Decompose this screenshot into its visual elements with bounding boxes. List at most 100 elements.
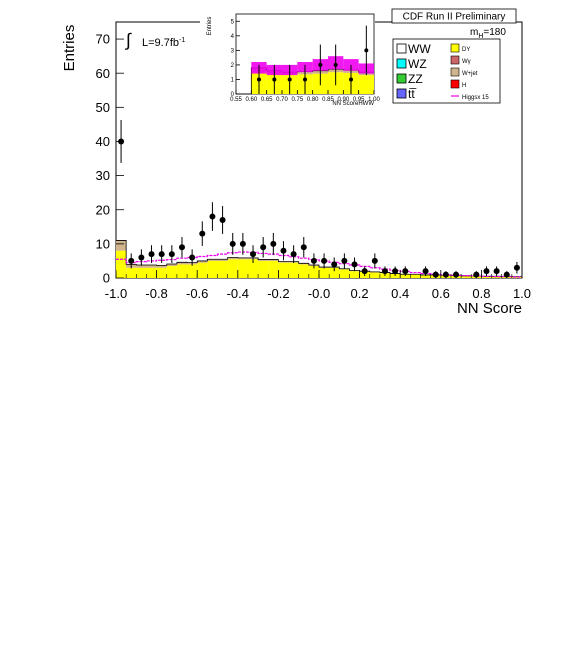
- title-box-frame: [391, 8, 517, 24]
- legend-label: Higgsx 15: [462, 95, 489, 101]
- stack-bar: [166, 266, 177, 278]
- mass-annotation: mH=180: [470, 27, 506, 40]
- data-point: [503, 271, 510, 278]
- stack-bar: [400, 274, 411, 278]
- inset-y-axis-label: Entries: [207, 17, 213, 36]
- y-tick-label: 20: [96, 202, 110, 217]
- legend-swatch: [450, 43, 460, 53]
- stack-bar: [227, 259, 238, 278]
- data-point: [318, 62, 323, 67]
- data-point: [270, 240, 277, 247]
- stack-bar: [247, 259, 259, 278]
- stack-bar: [146, 267, 157, 278]
- legend-label: Wγ: [462, 59, 471, 65]
- stack-bar: [156, 267, 167, 278]
- stack-bar: [126, 267, 137, 278]
- y-tick-label: 4: [231, 34, 235, 40]
- legend-swatch: [450, 55, 460, 65]
- data-point: [422, 268, 429, 275]
- y-tick-label: 2: [231, 63, 235, 69]
- data-point: [250, 251, 257, 258]
- x-tick-label: 0.85: [322, 97, 334, 103]
- x-tick-label: 0.60: [245, 97, 257, 103]
- legend-label: ZZ: [408, 72, 423, 86]
- inset-data-points: [257, 25, 369, 94]
- x-tick-label: 0.4: [391, 286, 409, 301]
- stack-bar: [176, 264, 188, 278]
- data-point: [280, 247, 287, 254]
- stack-bar: [136, 265, 147, 268]
- data-point: [199, 230, 206, 237]
- data-point: [300, 244, 307, 251]
- integral-symbol: ∫: [124, 30, 132, 50]
- stack-bar: [319, 267, 330, 278]
- data-point: [158, 251, 165, 258]
- stack-bar: [227, 257, 238, 260]
- stack-bar: [156, 265, 167, 268]
- x-tick-label: -0.8: [145, 286, 167, 301]
- data-point: [364, 48, 369, 53]
- data-point: [260, 244, 267, 251]
- x-tick-label: 0.2: [351, 286, 369, 301]
- data-point: [287, 77, 292, 82]
- legend-swatch: [396, 58, 407, 69]
- legend-swatch: [396, 73, 407, 84]
- legend-label: H: [462, 83, 466, 89]
- x-tick-label: 0.75: [291, 97, 303, 103]
- stack-bar: [511, 276, 522, 278]
- data-point: [257, 77, 261, 82]
- y-axis-label: Entries: [61, 25, 78, 72]
- data-point: [392, 268, 399, 275]
- stack-bar: [258, 260, 269, 278]
- stack-bar: [268, 260, 279, 278]
- legend-swatch: [396, 88, 407, 99]
- y-tick-label: 30: [96, 168, 110, 183]
- y-tick-label: 50: [96, 100, 110, 115]
- stack-bar: [136, 267, 147, 278]
- stack-bar: [207, 259, 218, 261]
- stack-bar: [176, 262, 188, 265]
- data-point: [310, 257, 317, 264]
- legend-swatch: [450, 79, 460, 89]
- y-tick-label: 40: [96, 134, 110, 149]
- x-tick-label: 0.65: [261, 97, 273, 103]
- x-tick-label: -0.6: [186, 286, 208, 301]
- x-tick-label: 0.8: [472, 286, 490, 301]
- stack-bar: [369, 272, 380, 278]
- x-tick-label: 0.55: [230, 97, 242, 103]
- stack-bar: [258, 259, 269, 261]
- x-tick-label: -0.4: [227, 286, 249, 301]
- inset-x-axis-label: NN ScoreHWW: [332, 101, 374, 107]
- stack-bar: [481, 276, 492, 278]
- data-point: [290, 251, 297, 258]
- stack-bar: [491, 276, 502, 278]
- y-tick-label: 3: [231, 48, 235, 54]
- data-point: [168, 251, 175, 258]
- lumi-annotation: L=9.7fb-1: [142, 37, 185, 49]
- title-box: CDF Run II Preliminary: [391, 8, 517, 24]
- stack-bar: [298, 264, 309, 278]
- stack-bar: [461, 276, 472, 278]
- data-point: [219, 216, 226, 223]
- x-axis-label: NN Score: [457, 300, 522, 317]
- legend-label: tt̅: [408, 87, 417, 101]
- data-point: [229, 240, 236, 247]
- stack-bar: [329, 267, 340, 278]
- legend-frame: [392, 38, 501, 104]
- stack-bar: [410, 274, 421, 278]
- stack-bar: [308, 266, 319, 278]
- x-tick-label: 0.95: [353, 97, 365, 103]
- data-point: [361, 268, 368, 275]
- data-point: [209, 213, 216, 220]
- data-point: [473, 271, 480, 278]
- stack-bar: [217, 260, 228, 278]
- legend-label: W+jet: [462, 71, 478, 77]
- stack-bar: [278, 262, 289, 278]
- stack-bar: [349, 271, 360, 278]
- stack-bar: [116, 240, 127, 251]
- y-tick-label: 1: [231, 78, 235, 84]
- data-point: [189, 254, 196, 261]
- stack-bar: [358, 75, 374, 94]
